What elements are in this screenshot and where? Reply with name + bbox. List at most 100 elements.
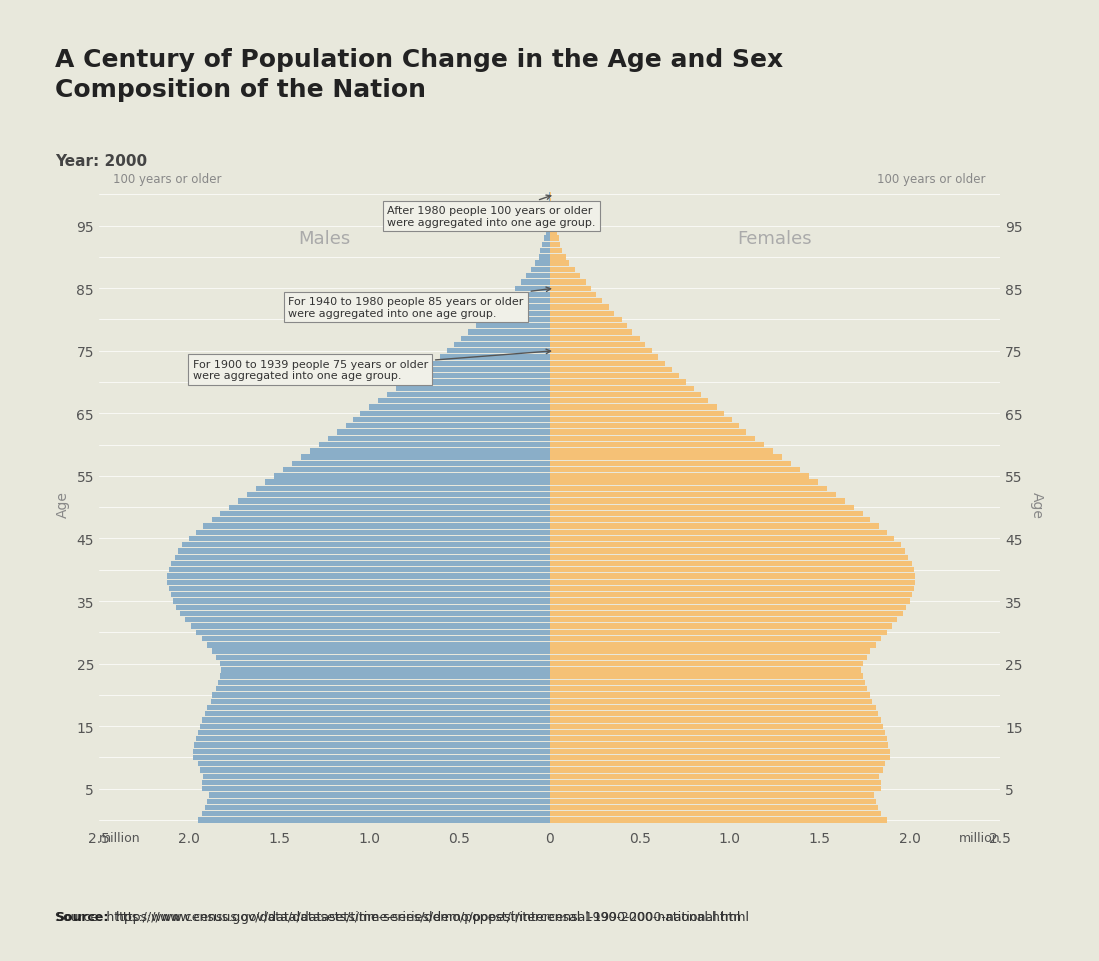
Text: 100 years or older: 100 years or older	[877, 173, 986, 185]
Bar	[201, 780, 550, 785]
Bar	[550, 768, 882, 773]
Bar	[550, 424, 739, 429]
Bar	[192, 749, 550, 754]
Bar	[167, 580, 550, 585]
Bar	[550, 511, 863, 517]
Bar	[550, 349, 652, 354]
Bar	[406, 380, 550, 385]
Bar	[203, 524, 550, 530]
Bar	[550, 799, 876, 804]
Bar	[550, 305, 609, 310]
Bar	[550, 543, 901, 548]
Bar	[387, 392, 550, 398]
Bar	[328, 436, 550, 441]
Bar	[167, 574, 550, 579]
Bar	[550, 686, 867, 692]
Bar	[550, 342, 645, 348]
Bar	[550, 205, 552, 210]
Bar	[550, 211, 553, 216]
Bar	[515, 286, 550, 291]
Bar	[550, 674, 863, 679]
Bar	[200, 768, 550, 773]
Bar	[229, 505, 550, 510]
Bar	[547, 217, 550, 223]
Bar	[550, 399, 708, 404]
Bar	[550, 274, 580, 279]
Bar	[550, 217, 554, 223]
Bar	[550, 330, 632, 335]
Bar	[201, 636, 550, 642]
Bar	[532, 267, 550, 273]
Bar	[550, 743, 888, 748]
Bar	[550, 374, 679, 379]
Bar	[197, 530, 550, 535]
Bar	[550, 605, 907, 610]
Bar	[550, 530, 887, 535]
Bar	[550, 367, 673, 373]
Bar	[550, 568, 913, 573]
Bar	[201, 718, 550, 723]
Bar	[550, 199, 552, 204]
Bar	[207, 643, 550, 648]
Bar	[535, 261, 550, 266]
Bar	[191, 624, 550, 629]
Y-axis label: Age: Age	[55, 491, 69, 518]
Bar	[246, 492, 550, 498]
Bar	[550, 299, 602, 304]
Bar	[521, 280, 550, 285]
Bar	[550, 611, 902, 617]
Text: Females: Females	[737, 230, 812, 248]
Bar	[169, 568, 550, 573]
Bar	[198, 761, 550, 767]
Bar	[169, 586, 550, 592]
Bar	[353, 417, 550, 423]
Bar	[550, 324, 628, 329]
Bar	[550, 649, 870, 654]
Text: million: million	[958, 831, 1000, 845]
Bar	[550, 524, 879, 530]
Bar	[550, 311, 614, 316]
Text: https://www.census.gov/data/datasets/time-series/demo/popest/intercensal-1990-20: https://www.census.gov/data/datasets/tim…	[115, 909, 750, 923]
Bar	[550, 761, 885, 767]
Bar	[550, 505, 854, 510]
Bar	[550, 655, 867, 660]
Text: Source:: Source:	[55, 909, 109, 923]
Bar	[217, 655, 550, 660]
Bar	[201, 786, 550, 792]
Bar	[195, 743, 550, 748]
Bar	[265, 480, 550, 485]
Bar	[490, 311, 550, 316]
Bar	[547, 224, 550, 229]
Bar	[206, 805, 550, 810]
Bar	[550, 455, 782, 460]
Bar	[550, 774, 879, 779]
Bar	[550, 624, 892, 629]
Bar	[237, 499, 550, 505]
Bar	[550, 561, 912, 567]
Bar	[541, 249, 550, 254]
Bar	[550, 755, 890, 760]
Bar	[550, 355, 657, 360]
Bar	[550, 236, 558, 241]
Bar	[550, 786, 881, 792]
Bar	[468, 330, 550, 335]
Bar	[301, 455, 550, 460]
Bar	[550, 724, 882, 729]
Bar	[550, 249, 562, 254]
Bar	[550, 392, 701, 398]
Bar	[550, 242, 560, 248]
Bar	[319, 442, 550, 448]
Text: Males: Males	[298, 230, 351, 248]
Bar	[440, 355, 550, 360]
Bar	[360, 411, 550, 416]
Bar	[550, 586, 913, 592]
Bar	[211, 699, 550, 704]
Text: For 1940 to 1980 people 85 years or older
were aggregated into one age group.: For 1940 to 1980 people 85 years or olde…	[288, 287, 551, 318]
Bar	[454, 342, 550, 348]
Bar	[256, 486, 550, 492]
Bar	[432, 361, 550, 366]
Bar	[550, 643, 876, 648]
Bar	[346, 424, 550, 429]
Bar	[220, 661, 550, 667]
Bar	[186, 618, 550, 623]
